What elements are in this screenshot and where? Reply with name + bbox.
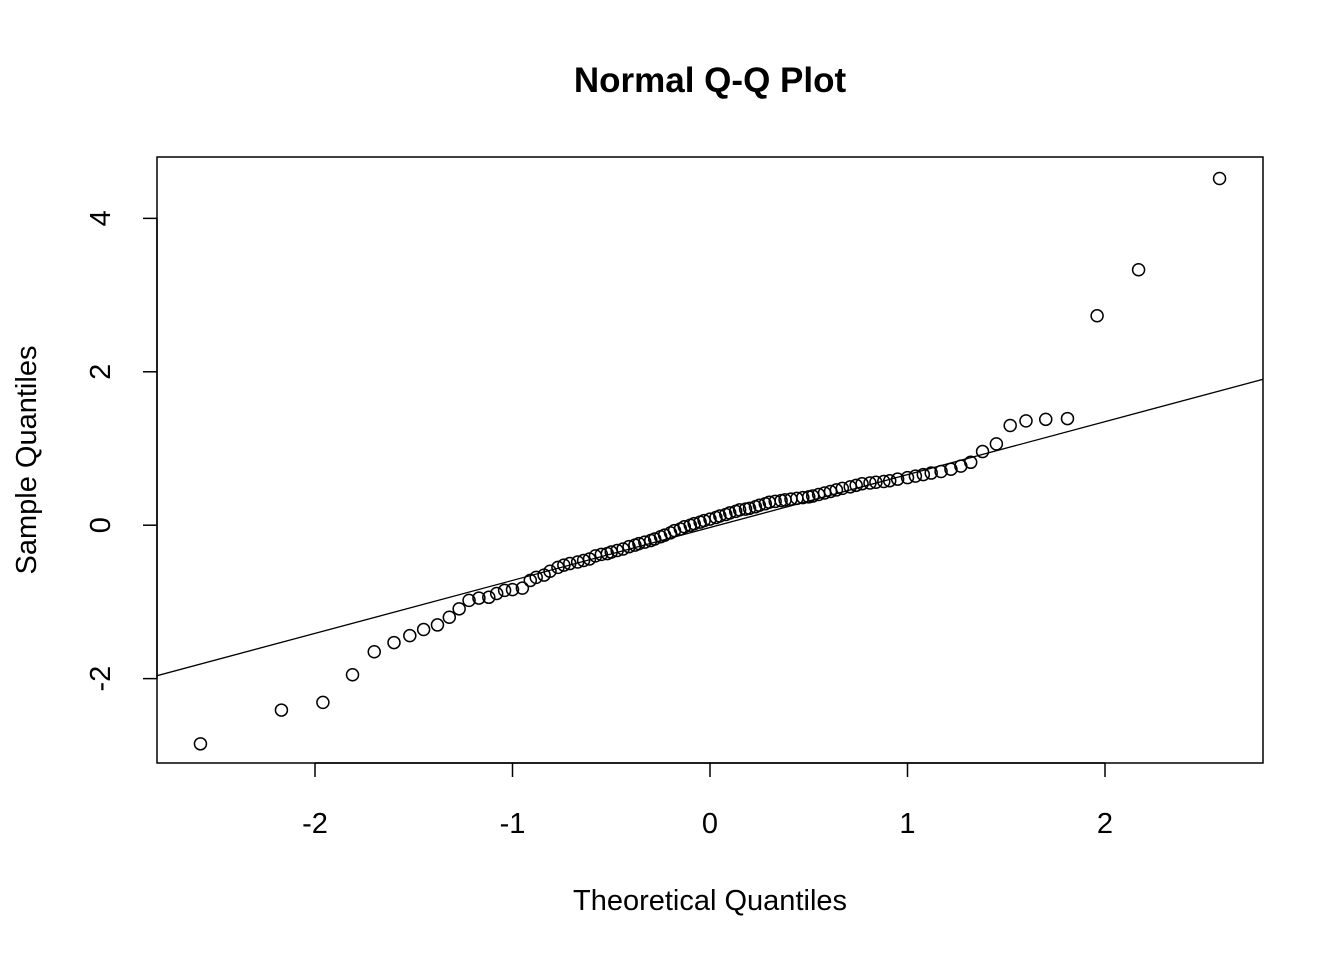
data-point: [1131, 263, 1146, 277]
y-tick-label: 0: [85, 517, 117, 533]
data-point: [462, 593, 476, 608]
data-point: [835, 481, 850, 496]
data-point: [916, 467, 931, 482]
data-point: [877, 474, 891, 489]
y-tick-label: -2: [85, 666, 117, 692]
y-tick-label: 2: [85, 364, 117, 380]
data-point: [963, 455, 978, 470]
data-point: [944, 462, 958, 476]
data-point: [752, 498, 767, 513]
data-point: [869, 475, 883, 489]
data-point: [829, 483, 844, 497]
x-tick-label: 2: [1097, 808, 1113, 840]
data-point: [594, 547, 609, 562]
data-point: [849, 478, 863, 493]
data-point: [345, 668, 360, 682]
data-point: [934, 464, 948, 479]
y-tick-label: 4: [85, 210, 117, 226]
data-point: [557, 558, 571, 572]
data-point: [713, 509, 727, 523]
data-point: [430, 618, 445, 632]
y-axis: -2 0 2 4: [85, 210, 158, 692]
data-point: [193, 737, 208, 751]
data-point: [403, 628, 417, 643]
data-point: [442, 610, 457, 625]
data-point: [924, 466, 938, 480]
data-point: [1039, 412, 1053, 427]
data-point: [975, 444, 990, 459]
x-tick-label: 0: [702, 808, 718, 840]
data-point: [638, 535, 652, 549]
data-point: [768, 494, 782, 509]
data-point: [416, 622, 431, 637]
data-point: [1090, 309, 1104, 323]
data-point: [274, 703, 289, 717]
data-point: [622, 539, 636, 554]
data-point: [482, 590, 496, 605]
data-point: [367, 645, 381, 659]
data-point: [543, 564, 557, 578]
data-point: [610, 543, 624, 558]
x-axis: -2 -1 0 1 2: [302, 762, 1113, 840]
data-point: [505, 582, 520, 597]
points-layer: [193, 171, 1227, 751]
y-axis-title: Sample Quantiles: [11, 346, 43, 575]
data-point: [1003, 418, 1017, 433]
data-point: [563, 556, 577, 571]
chart-title: Normal Q-Q Plot: [574, 61, 847, 100]
x-tick-label: -2: [302, 808, 328, 840]
data-point: [529, 570, 543, 585]
data-point: [742, 501, 757, 516]
data-point: [890, 472, 905, 486]
data-point: [1060, 411, 1075, 426]
data-point: [908, 469, 923, 483]
data-point: [863, 476, 877, 490]
data-point: [900, 470, 915, 485]
data-point: [489, 586, 504, 601]
reference-line: [157, 378, 1263, 677]
data-point: [855, 477, 869, 491]
data-point: [703, 512, 717, 526]
data-point: [1212, 171, 1227, 186]
data-point: [551, 560, 565, 575]
data-point: [497, 583, 512, 598]
data-point: [1019, 414, 1033, 428]
x-tick-label: -1: [500, 808, 526, 840]
data-point: [316, 695, 330, 710]
x-axis-title: Theoretical Quantiles: [573, 885, 847, 917]
data-point: [515, 581, 530, 595]
data-point: [452, 602, 466, 616]
plot-frame: [156, 156, 1264, 764]
data-point: [732, 503, 747, 517]
data-point: [687, 516, 701, 531]
data-point: [576, 553, 591, 568]
data-point: [796, 490, 810, 505]
data-point: [616, 542, 630, 556]
data-point: [472, 591, 486, 605]
x-tick-label: 1: [899, 808, 915, 840]
data-point: [723, 506, 737, 520]
data-point: [989, 437, 1004, 451]
data-point: [677, 519, 692, 534]
data-point: [387, 635, 401, 650]
data-point: [882, 473, 897, 488]
